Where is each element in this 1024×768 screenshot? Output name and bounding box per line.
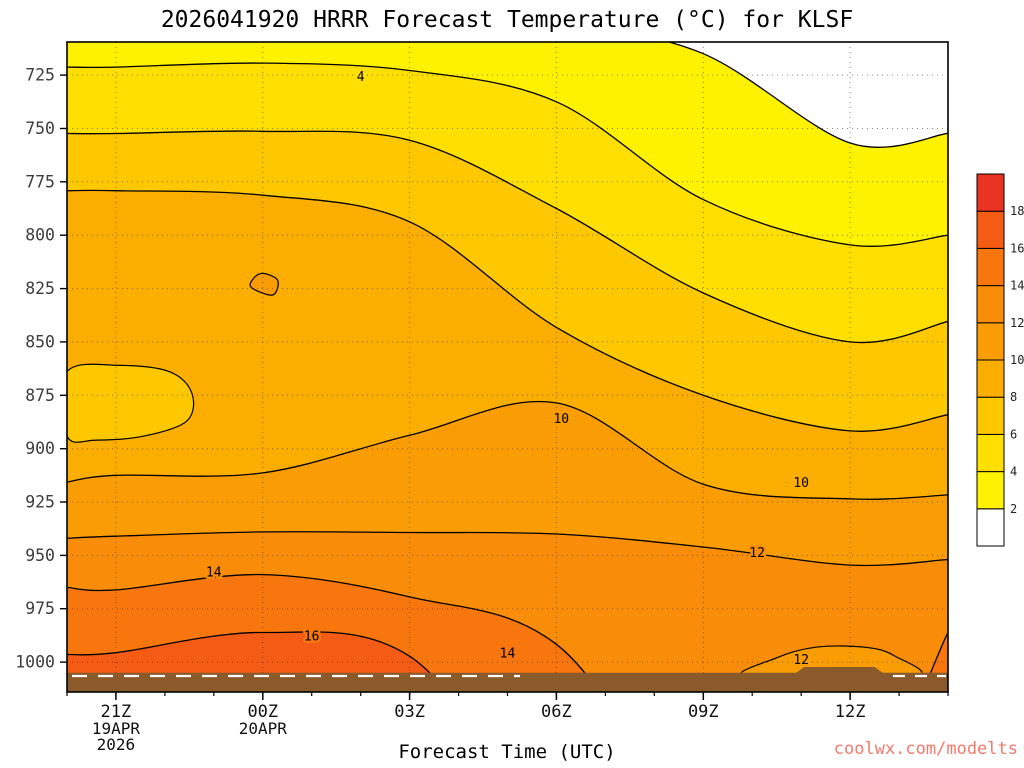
watermark-url: coolwx.com/modelts — [833, 739, 1018, 759]
colorbar-tick-label: 2 — [1010, 502, 1017, 516]
surface-terrain-band — [67, 667, 948, 692]
y-axis-tick-label: 900 — [25, 439, 55, 458]
y-axis-tick-label: 950 — [25, 546, 55, 565]
contour-line-label: 14 — [500, 647, 516, 662]
x-axis-tick-label: 21Z — [101, 702, 132, 722]
colorbar-swatch — [976, 173, 1005, 212]
colorbar-tick-label: 10 — [1010, 353, 1024, 367]
colorbar-swatch — [976, 359, 1005, 398]
colorbar-swatch — [976, 433, 1005, 473]
contour-fill-area — [67, 42, 948, 692]
y-axis-tick-label: 725 — [25, 66, 55, 85]
colorbar-swatch — [976, 471, 1005, 510]
colorbar-tick-label: 4 — [1010, 465, 1017, 479]
colorbar-tick-label: 6 — [1010, 427, 1017, 441]
x-axis-date-label: 20APR — [239, 719, 288, 738]
contour-line-label: 14 — [206, 566, 222, 581]
x-axis-tick-label: 00Z — [247, 702, 278, 722]
contour-line-label: 12 — [749, 546, 765, 561]
colorbar-tick-label: 8 — [1010, 390, 1017, 404]
colorbar-swatch — [976, 247, 1005, 287]
colorbar-tick-label: 16 — [1010, 241, 1024, 255]
y-axis-tick-label: 750 — [25, 119, 55, 138]
y-axis-tick-label: 825 — [25, 279, 55, 298]
contour-line-label: 12 — [793, 653, 809, 668]
y-axis-tick-label: 775 — [25, 172, 55, 191]
contour-line-label: 4 — [357, 70, 365, 85]
contour-line-label: 16 — [304, 630, 320, 645]
cool-patch-near-875 — [67, 363, 195, 443]
colorbar-swatch — [976, 508, 1005, 547]
x-axis-date-label: 19APR — [92, 719, 141, 738]
x-axis-title: Forecast Time (UTC) — [398, 741, 616, 763]
contour-line-label: 10 — [793, 476, 809, 491]
y-axis-tick-label: 1000 — [15, 653, 55, 672]
contour-line-label: 10 — [553, 412, 569, 427]
colorbar-tick-label: 12 — [1010, 316, 1024, 330]
x-axis-tick-label: 06Z — [541, 702, 572, 722]
y-axis-tick-label: 925 — [25, 493, 55, 512]
x-axis-year-label: 2026 — [97, 735, 136, 754]
colorbar-swatch — [976, 396, 1005, 435]
colorbar-swatch — [976, 285, 1005, 324]
x-axis-tick-label: 03Z — [394, 702, 425, 722]
x-axis-tick-label: 09Z — [688, 702, 719, 722]
colorbar-tick-label: 14 — [1010, 279, 1024, 293]
y-axis-tick-label: 850 — [25, 332, 55, 351]
colorbar-swatch — [976, 210, 1005, 249]
y-axis-tick-label: 800 — [25, 226, 55, 245]
colorbar-swatch — [976, 322, 1005, 361]
x-axis-tick-label: 12Z — [835, 702, 866, 722]
warm-speck-825 — [249, 272, 279, 296]
y-axis-tick-label: 975 — [25, 599, 55, 618]
chart-title: 2026041920 HRRR Forecast Temperature (°C… — [160, 7, 854, 33]
colorbar-tick-label: 18 — [1010, 204, 1024, 218]
y-axis-tick-label: 875 — [25, 386, 55, 405]
